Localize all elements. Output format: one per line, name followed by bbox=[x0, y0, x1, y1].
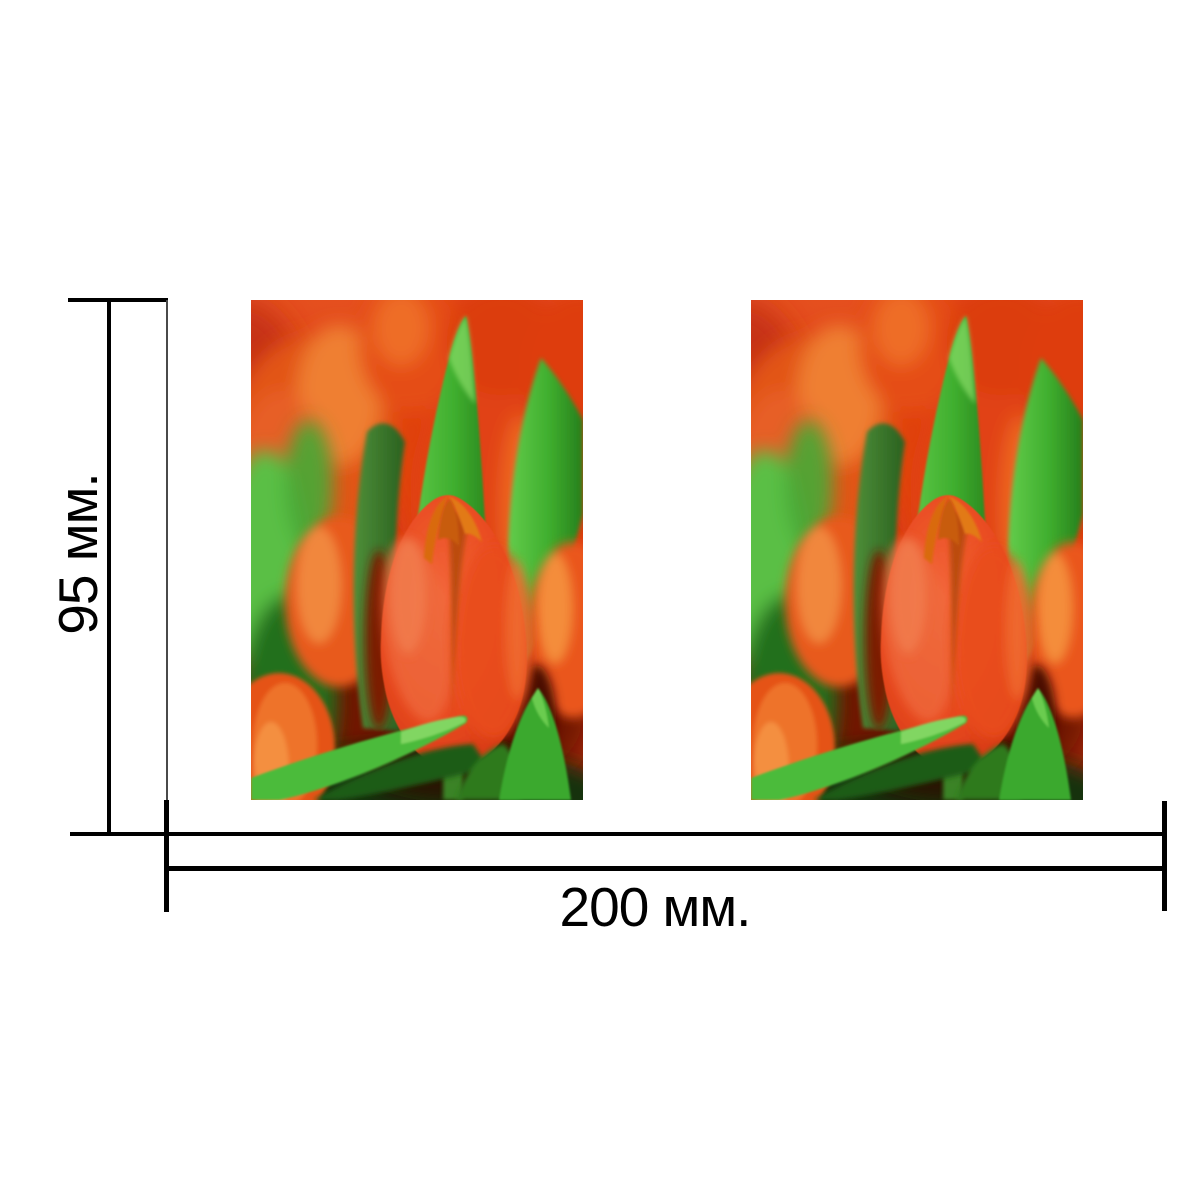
product-photo-tulips-left bbox=[251, 300, 583, 800]
width-dimension-right-cap bbox=[1162, 801, 1167, 911]
height-extension-line bbox=[166, 300, 168, 801]
height-dimension-top-cap bbox=[68, 298, 168, 302]
product-photo-tulips-right bbox=[751, 300, 1083, 800]
width-dimension-left-cap bbox=[164, 800, 169, 912]
baseline bbox=[70, 832, 1166, 836]
height-dimension-line bbox=[107, 298, 111, 835]
height-dimension-label: 95 мм. bbox=[47, 473, 109, 635]
width-dimension-line bbox=[166, 866, 1166, 871]
width-dimension-label: 200 мм. bbox=[559, 876, 752, 938]
